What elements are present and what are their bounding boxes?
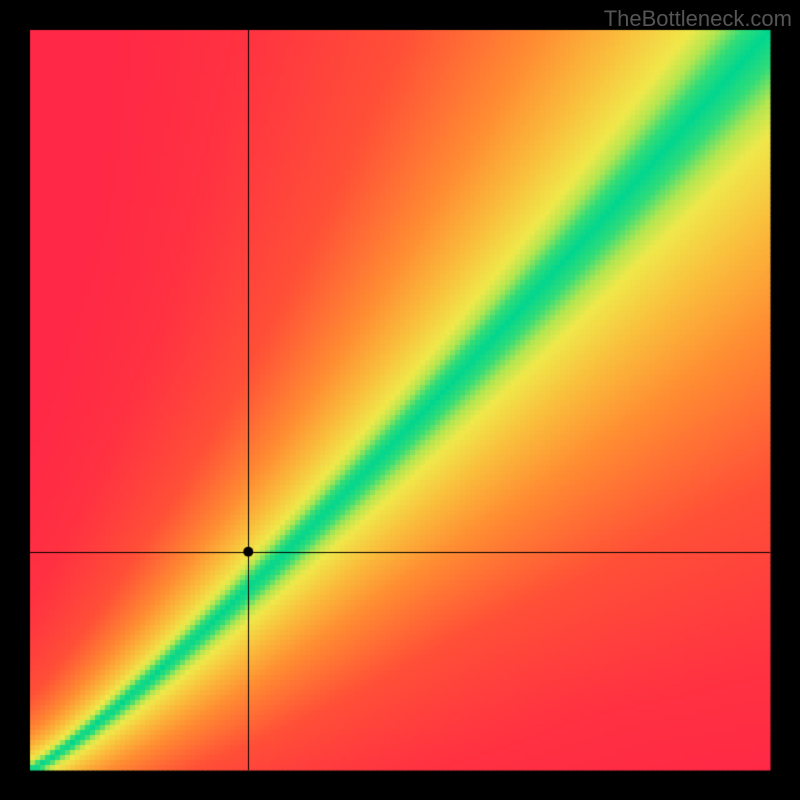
bottleneck-heatmap-canvas	[0, 0, 800, 800]
chart-container: TheBottleneck.com	[0, 0, 800, 800]
attribution-text: TheBottleneck.com	[604, 6, 792, 32]
